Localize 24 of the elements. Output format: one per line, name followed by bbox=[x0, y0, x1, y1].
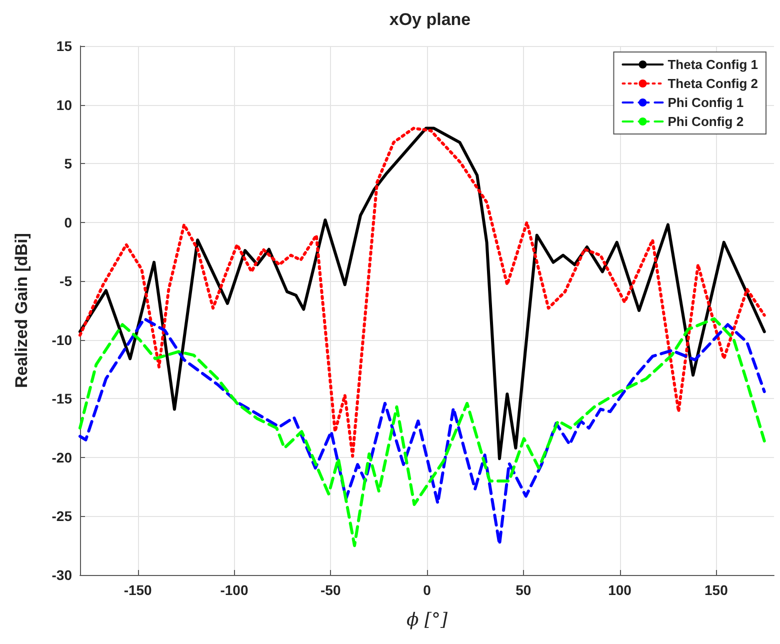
y-tick-label: 10 bbox=[56, 96, 72, 113]
y-tick-label: 0 bbox=[64, 214, 72, 230]
x-tick-label: 100 bbox=[608, 582, 632, 598]
x-tick-label: 50 bbox=[516, 582, 532, 598]
y-tick-label: -10 bbox=[52, 332, 72, 348]
chart-title: xOy plane bbox=[389, 10, 471, 29]
y-tick-label: 5 bbox=[64, 156, 72, 172]
x-tick-label: 150 bbox=[704, 582, 728, 598]
y-tick-label: -25 bbox=[52, 508, 72, 524]
x-tick-label: -150 bbox=[124, 582, 152, 598]
x-axis-title: ϕ [°] bbox=[406, 610, 448, 630]
y-axis-title: Realized Gain [dBi] bbox=[12, 233, 31, 388]
legend-label: Phi Config 1 bbox=[668, 95, 744, 110]
legend-label: Theta Config 2 bbox=[668, 76, 758, 91]
y-tick-label: -5 bbox=[60, 273, 72, 290]
legend-label: Phi Config 2 bbox=[668, 114, 744, 129]
x-tick-label: 0 bbox=[423, 582, 432, 598]
legend-label: Theta Config 1 bbox=[668, 57, 758, 72]
y-tick-label: 15 bbox=[56, 38, 72, 54]
x-tick-label: -100 bbox=[220, 582, 248, 598]
y-tick-label: -30 bbox=[52, 567, 72, 583]
y-tick-label: -20 bbox=[52, 449, 72, 466]
x-tick-label: -50 bbox=[320, 582, 341, 598]
y-tick-label: -15 bbox=[52, 390, 72, 407]
